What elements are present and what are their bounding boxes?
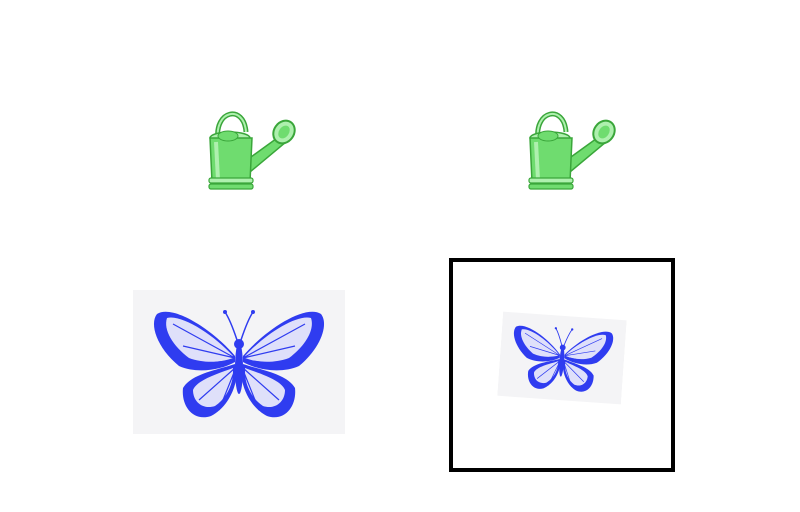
butterfly-icon <box>133 290 345 434</box>
butterfly-option-bottom-right[interactable] <box>500 312 624 404</box>
selection-frame[interactable] <box>449 258 675 472</box>
watering-can-icon <box>200 102 300 194</box>
watering-can-option-top-right[interactable] <box>520 102 620 194</box>
butterfly-option-bottom-left[interactable] <box>133 290 345 434</box>
butterfly-icon <box>497 308 627 408</box>
watering-can-option-top-left[interactable] <box>200 102 300 194</box>
watering-can-icon <box>520 102 620 194</box>
